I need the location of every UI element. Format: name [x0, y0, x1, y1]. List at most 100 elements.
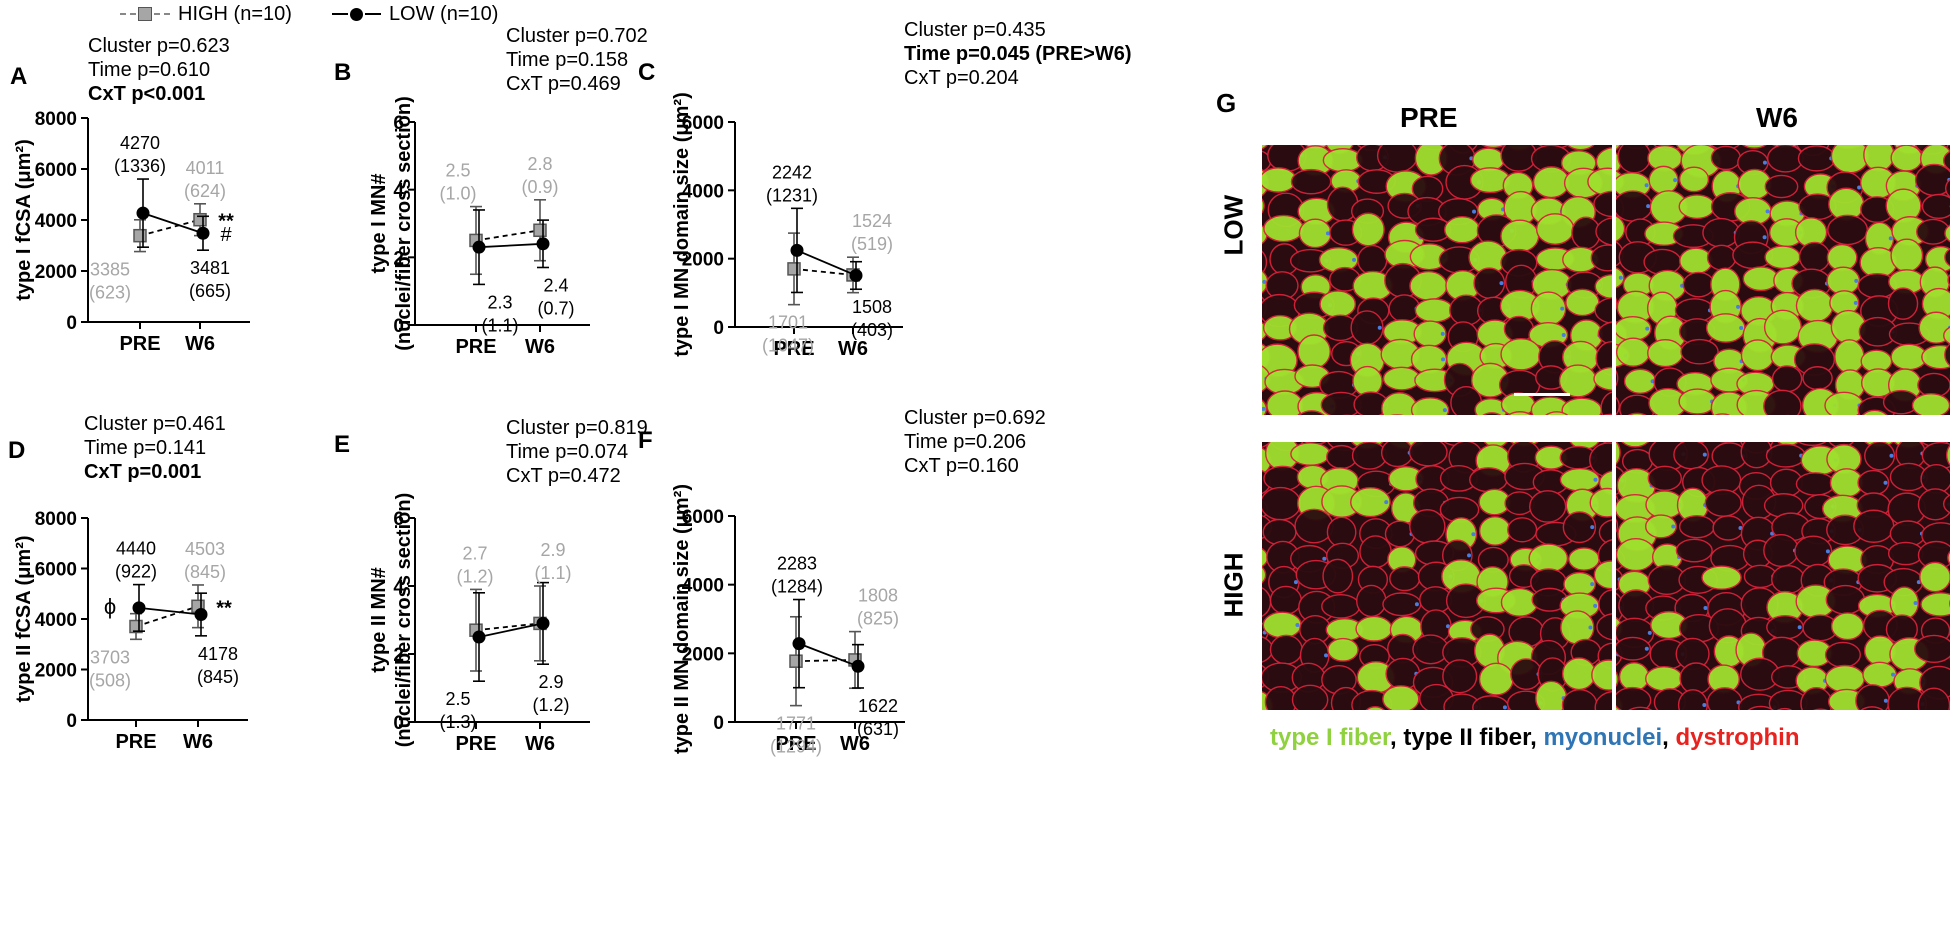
data-label-sd-high: (825) [857, 609, 899, 629]
myonucleus [1645, 326, 1650, 331]
type-ii-fiber [1595, 217, 1612, 246]
type-ii-fiber [1294, 508, 1334, 544]
type-i-fiber [1352, 365, 1383, 397]
y-tick-label: 4000 [35, 610, 77, 631]
data-label-sd-low: (665) [189, 281, 231, 301]
type-ii-fiber [1262, 518, 1297, 546]
type-ii-fiber [1942, 494, 1950, 514]
stats-d-cluster: Cluster p=0.461 [84, 413, 226, 435]
chart-panel-d: D 0 2000 4000 6000 8000 PRE W6 type II fCSA (μm²… [8, 437, 248, 753]
type-i-fiber [1824, 664, 1865, 693]
type-ii-fiber [1798, 241, 1831, 273]
type-i-fiber [1621, 442, 1650, 448]
x-tick-label: PRE [455, 733, 496, 755]
x-tick-label: PRE [773, 338, 814, 360]
myonucleus [1644, 646, 1649, 651]
stats-c: Cluster p=0.435 Time p=0.045 (PRE>W6) Cx… [904, 18, 1132, 90]
row-header-high: HIGH [1218, 552, 1249, 618]
myonucleus [1295, 622, 1300, 627]
type-ii-fiber [1647, 465, 1683, 492]
type-i-fiber [1678, 194, 1716, 220]
type-ii-fiber [1617, 145, 1652, 174]
stats-c-time: Time p=0.045 (PRE>W6) [904, 43, 1132, 65]
data-label-high: 4503 [185, 539, 225, 559]
data-label-low: 1508 [852, 297, 892, 317]
y-tick-label: 0 [393, 713, 404, 734]
legend-low-line [331, 13, 348, 15]
data-label-sd-high: (1.1) [534, 563, 571, 583]
data-label-high: 2.9 [540, 540, 565, 560]
y-axis-label-secondary: (nuclei/fiber cross section) [393, 96, 415, 351]
series-line-low [478, 622, 544, 638]
myonucleus [1854, 278, 1859, 283]
data-label-sd-low: (1284) [771, 577, 823, 597]
myonucleus [1765, 209, 1770, 214]
type-ii-fiber [1771, 365, 1803, 393]
type-i-fiber [1500, 219, 1540, 253]
type-i-fiber [1262, 145, 1268, 150]
x-tick-label: W6 [840, 733, 870, 755]
myonucleus [1324, 653, 1329, 658]
data-label-low: 1622 [858, 696, 898, 716]
data-point-high [133, 228, 147, 243]
type-i-fiber [1263, 214, 1305, 243]
type-ii-fiber [1469, 467, 1508, 493]
data-label-high: 2.7 [462, 543, 487, 563]
type-i-fiber [1365, 706, 1386, 710]
type-ii-fiber [1597, 321, 1612, 346]
stats-f-cluster: Cluster p=0.692 [904, 407, 1046, 429]
myonucleus [1590, 582, 1595, 587]
stats-f-time: Time p=0.206 [904, 431, 1027, 453]
data-point-high [789, 654, 803, 668]
micrograph-low-pre [1262, 145, 1612, 415]
type-i-fiber [1890, 238, 1924, 273]
chart-panel-c: C 0 2000 4000 6000 PRE W6 type I MN domain size… [638, 59, 903, 360]
stats-e-cxt: CxT p=0.472 [506, 465, 621, 487]
data-label-high: 3703 [90, 647, 130, 667]
myonucleus [1647, 630, 1652, 635]
panel-letter: F [638, 427, 653, 454]
data-label-sd-high: (0.9) [521, 177, 558, 197]
data-point-low [136, 206, 150, 220]
type-i-fiber [1830, 612, 1865, 641]
y-axis-label-secondary: (nuclei/fiber cross section) [393, 493, 415, 748]
stats-a-time: Time p=0.610 [88, 59, 211, 81]
type-i-fiber [1644, 514, 1678, 539]
data-label-high: 2.5 [445, 161, 470, 181]
type-ii-fiber [1507, 517, 1538, 543]
type-ii-fiber [1921, 193, 1950, 220]
data-point-low [849, 268, 863, 282]
data-label-sd-low: (1336) [114, 156, 166, 176]
type-ii-fiber [1678, 514, 1715, 539]
type-ii-fiber [1710, 145, 1741, 171]
y-tick-label: 6 [393, 509, 404, 530]
myonucleus [1322, 556, 1327, 561]
stats-b-cluster: Cluster p=0.702 [506, 25, 648, 47]
type-i-fiber [1742, 266, 1779, 292]
y-tick-label: 2 [393, 645, 404, 666]
myonucleus [1857, 185, 1862, 190]
y-tick-label: 6 [393, 113, 404, 134]
type-i-fiber [1918, 311, 1950, 344]
myonucleus [1618, 275, 1623, 280]
type-ii-fiber [1408, 442, 1448, 467]
y-axis-label: type I fCSA (μm²) [13, 139, 35, 301]
myonucleus [1702, 452, 1707, 457]
data-point-low [851, 659, 865, 673]
myonucleus [1739, 326, 1744, 331]
myonucleus [1825, 549, 1830, 554]
data-label-low: 2283 [777, 554, 817, 574]
y-tick-label: 2000 [682, 644, 724, 665]
type-ii-fiber [1706, 244, 1737, 271]
data-label-high: 1808 [858, 586, 898, 606]
type-i-fiber [1824, 391, 1864, 415]
type-i-fiber [1645, 665, 1684, 692]
myonucleus [1471, 532, 1476, 537]
type-ii-fiber [1264, 685, 1297, 710]
type-ii-fiber [1797, 442, 1827, 447]
type-ii-fiber [1590, 244, 1612, 272]
type-ii-fiber [1887, 287, 1919, 320]
data-label-low: 4440 [116, 539, 156, 559]
data-label-low: 2.9 [538, 672, 563, 692]
stats-d-time: Time p=0.141 [84, 437, 207, 459]
